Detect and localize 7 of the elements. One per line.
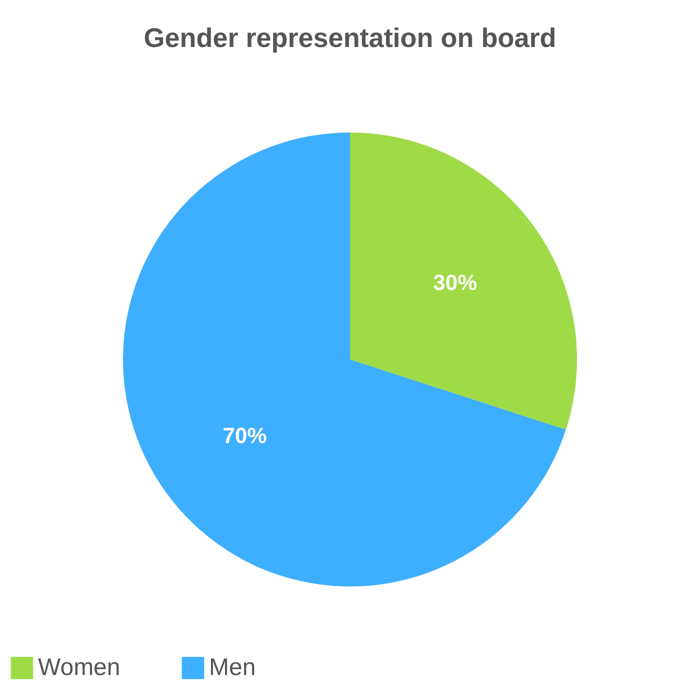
chart-title: Gender representation on board [144,23,556,53]
pie-slice [350,132,577,430]
pie-slice [123,132,566,586]
legend-label: Men [209,654,256,681]
data-label: 30% [433,270,478,296]
legend-label: Women [38,654,120,681]
data-label: 70% [222,422,267,448]
